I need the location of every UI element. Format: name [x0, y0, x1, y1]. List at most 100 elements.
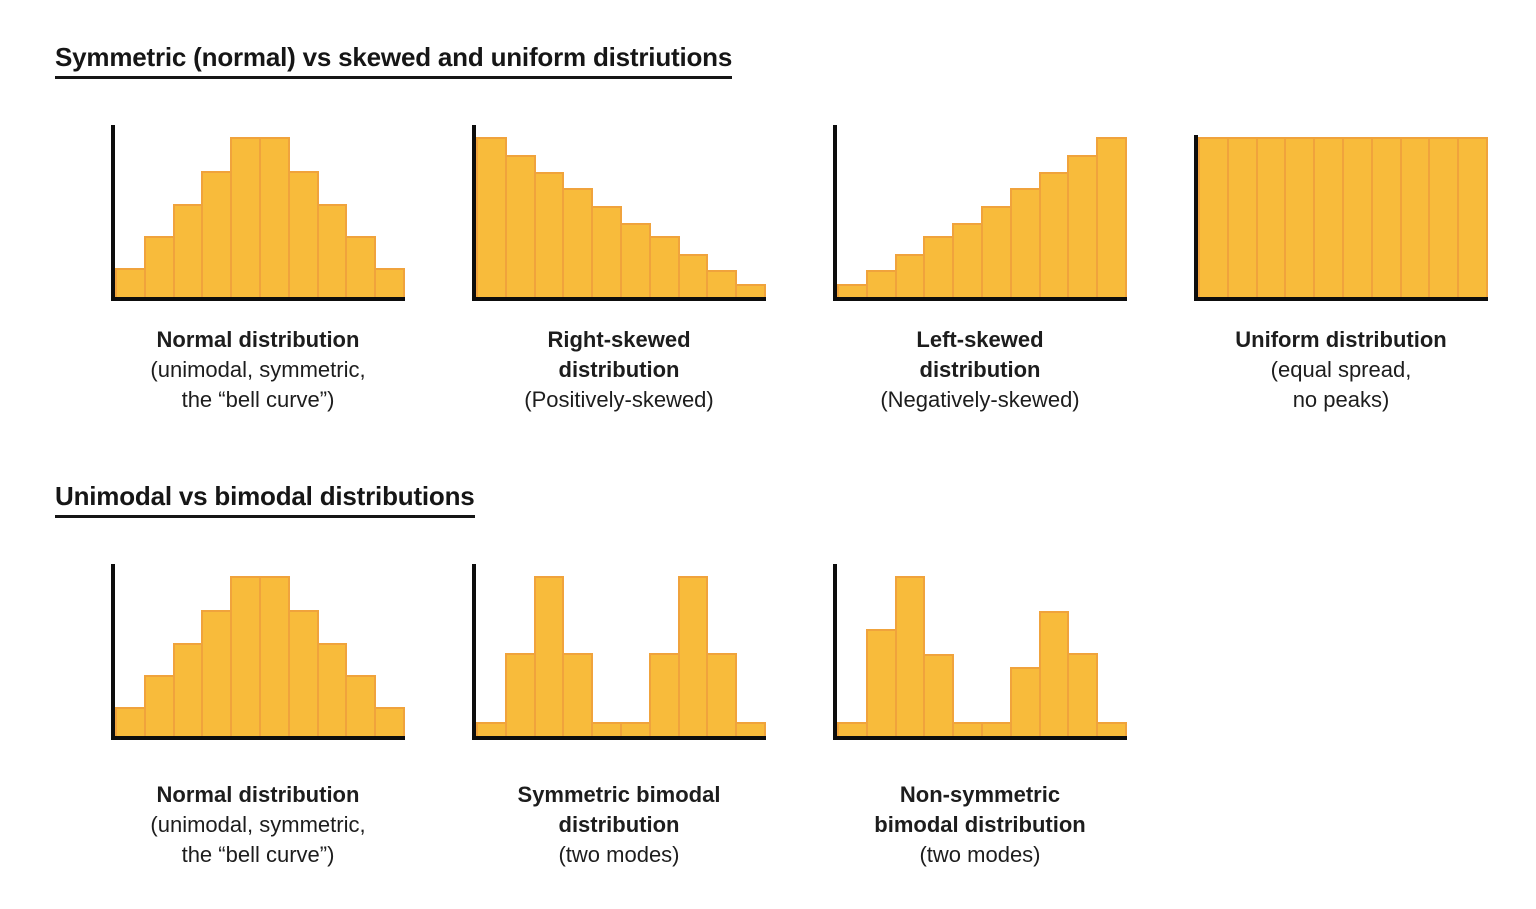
caption-line-bold: Symmetric bimodal — [517, 782, 721, 807]
caption-line: (unimodal, symmetric, — [150, 357, 366, 382]
caption-normal-distribution-2: Normal distribution (unimodal, symmetric,… — [111, 780, 405, 870]
bars-area — [837, 137, 1127, 297]
histogram-bar — [735, 284, 766, 297]
histogram-bar — [533, 576, 565, 736]
caption-line-bold: Normal distribution — [156, 327, 360, 352]
bars-area — [476, 576, 766, 736]
histogram-bar — [706, 653, 738, 736]
caption-line: (two modes) — [558, 842, 680, 867]
histogram-bar — [865, 629, 897, 736]
bars-area — [476, 137, 766, 297]
histogram-bar — [865, 270, 897, 297]
caption-line-bold: distribution — [919, 357, 1041, 382]
histogram-bar — [1255, 137, 1287, 297]
caption-symmetric-bimodal: Symmetric bimodal distribution (two modes) — [472, 780, 766, 870]
histogram-bar — [1096, 722, 1127, 736]
histogram-bar — [1313, 137, 1344, 297]
y-axis — [833, 564, 837, 740]
histogram-bar — [837, 722, 868, 736]
histogram-bar — [1428, 137, 1460, 297]
histogram-bar — [476, 137, 507, 297]
section-1-title: Symmetric (normal) vs skewed and uniform… — [55, 42, 1536, 79]
section-1-charts-row — [111, 125, 1536, 301]
section-2-captions-row: Normal distribution (unimodal, symmetric,… — [111, 780, 1536, 870]
section-unimodal-vs-bimodal: Unimodal vs bimodal distributions Normal… — [0, 481, 1536, 870]
histogram-bar — [1096, 137, 1127, 297]
histogram-bar — [143, 236, 175, 297]
caption-left-skewed-distribution: Left-skewed distribution (Negatively-skewe… — [833, 325, 1127, 415]
histogram-normal-distribution-2 — [111, 564, 405, 740]
x-axis — [833, 297, 1127, 301]
histogram-bar — [952, 223, 983, 297]
histogram-bar — [591, 722, 622, 736]
section-2-title: Unimodal vs bimodal distributions — [55, 481, 1536, 518]
histogram-bar — [201, 171, 233, 297]
histogram-bar — [504, 155, 536, 297]
histogram-bar — [1341, 137, 1373, 297]
histogram-non-symmetric-bimodal — [833, 564, 1127, 740]
y-axis — [111, 125, 115, 301]
histogram-bar — [1226, 137, 1258, 297]
histogram-bar — [923, 654, 955, 736]
histogram-bar — [648, 236, 680, 297]
histogram-bar — [345, 675, 377, 736]
x-axis — [472, 297, 766, 301]
caption-uniform-distribution: Uniform distribution (equal spread, no pea… — [1194, 325, 1488, 415]
caption-line: no peaks) — [1292, 387, 1390, 412]
y-axis — [833, 125, 837, 301]
histogram-bar — [172, 643, 204, 736]
caption-line-bold: Right-skewed — [547, 327, 691, 352]
histogram-bar — [677, 576, 709, 736]
y-axis — [1194, 135, 1198, 301]
histogram-bar — [923, 236, 955, 297]
caption-line: (unimodal, symmetric, — [150, 812, 366, 837]
histogram-bar — [258, 137, 290, 297]
caption-line-bold: bimodal distribution — [874, 812, 1086, 837]
histogram-bar — [1038, 172, 1070, 297]
histogram-bar — [1370, 137, 1402, 297]
histogram-bar — [316, 204, 348, 297]
caption-non-symmetric-bimodal: Non-symmetric bimodal distribution (two mo… — [833, 780, 1127, 870]
histogram-bar — [894, 254, 926, 297]
caption-line: the “bell curve”) — [181, 842, 335, 867]
histogram-bar — [345, 236, 377, 297]
histogram-bar — [1198, 137, 1229, 297]
x-axis — [111, 297, 405, 301]
histogram-bar — [591, 206, 622, 297]
histogram-bar — [619, 722, 651, 736]
histogram-bar — [533, 172, 565, 297]
histogram-bar — [374, 707, 405, 736]
histogram-bar — [706, 270, 738, 297]
caption-line: (two modes) — [919, 842, 1041, 867]
histogram-bar — [980, 722, 1012, 736]
section-1-title-text: Symmetric (normal) vs skewed and uniform… — [55, 42, 732, 79]
histogram-bar — [837, 284, 868, 297]
x-axis — [111, 736, 405, 740]
histogram-bar — [172, 204, 204, 297]
histogram-bar — [258, 576, 290, 736]
section-2-title-text: Unimodal vs bimodal distributions — [55, 481, 475, 518]
histogram-bar — [562, 653, 594, 736]
histogram-bar — [316, 643, 348, 736]
caption-line-bold: Left-skewed — [916, 327, 1044, 352]
histogram-bar — [1009, 188, 1041, 297]
caption-line-bold: Non-symmetric — [899, 782, 1061, 807]
caption-line-bold: Uniform distribution — [1235, 327, 1447, 352]
section-2-charts-row — [111, 564, 1536, 740]
histogram-bar — [735, 722, 766, 736]
histogram-uniform-distribution — [1194, 135, 1488, 301]
histogram-bar — [894, 576, 926, 736]
histogram-bar — [143, 675, 175, 736]
bars-area — [837, 576, 1127, 736]
x-axis — [833, 736, 1127, 740]
bars-area — [115, 137, 405, 297]
histogram-bar — [980, 206, 1012, 297]
y-axis — [472, 125, 476, 301]
caption-line-bold: Normal distribution — [156, 782, 360, 807]
caption-line: (equal spread, — [1270, 357, 1412, 382]
histogram-bar — [562, 188, 594, 297]
section-1-captions-row: Normal distribution (unimodal, symmetric,… — [111, 325, 1536, 415]
histogram-bar — [287, 610, 319, 736]
histogram-normal-distribution — [111, 125, 405, 301]
